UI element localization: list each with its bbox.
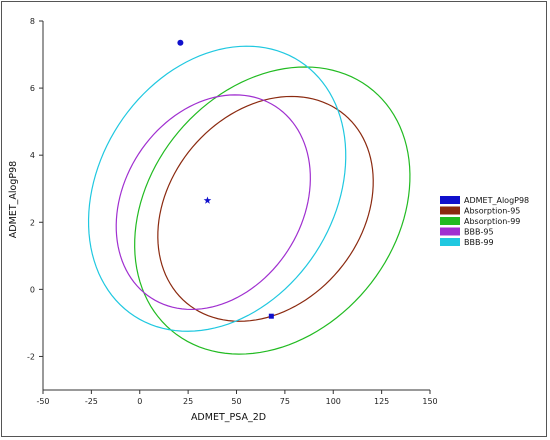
legend-label: ADMET_AlogP98: [464, 196, 529, 205]
legend-label: BBB-95: [464, 228, 494, 237]
x-axis-ticks: -50 -25 0 25 50 75 100 125 150: [36, 390, 438, 406]
ellipse-absorption-95: [157, 95, 374, 322]
x-tick-label: 150: [422, 397, 437, 406]
y-tick-label: 0: [30, 285, 35, 294]
data-points: [177, 39, 274, 319]
ellipse-bbb-99: [87, 45, 347, 332]
y-tick-label: 4: [30, 151, 35, 160]
y-axis-label: ADMET_AlogP98: [8, 161, 19, 238]
legend-label: Absorption-99: [464, 217, 520, 226]
data-point-square: [268, 313, 274, 319]
legend-swatch: [440, 196, 460, 204]
x-tick-label: 125: [374, 397, 389, 406]
legend-swatch: [440, 227, 460, 236]
legend-label: BBB-99: [464, 238, 494, 247]
legend-swatch: [440, 206, 460, 215]
legend-swatch: [440, 238, 460, 246]
confidence-ellipses: [87, 45, 411, 355]
ellipse-bbb-95: [115, 94, 311, 311]
x-tick-label: 100: [326, 397, 341, 406]
y-tick-label: 2: [30, 218, 35, 227]
y-tick-label: 8: [30, 17, 35, 26]
x-tick-label: 25: [183, 397, 193, 406]
x-tick-label: 0: [137, 397, 142, 406]
x-tick-label: 50: [231, 397, 241, 406]
y-tick-label: -2: [27, 352, 35, 361]
legend-label: Absorption-95: [464, 207, 520, 216]
x-tick-label: -50: [36, 397, 49, 406]
y-axis-ticks: -2 0 2 4 6 8: [27, 17, 43, 361]
legend-swatch: [440, 217, 460, 225]
x-tick-label: 75: [280, 397, 290, 406]
axes: [42, 21, 430, 391]
x-tick-label: -25: [85, 397, 98, 406]
data-point-circle: [177, 39, 184, 46]
ellipse-absorption-99: [134, 66, 411, 355]
y-tick-label: 6: [30, 84, 35, 93]
x-axis-label: ADMET_PSA_2D: [191, 412, 266, 423]
data-point-star: [203, 196, 212, 204]
